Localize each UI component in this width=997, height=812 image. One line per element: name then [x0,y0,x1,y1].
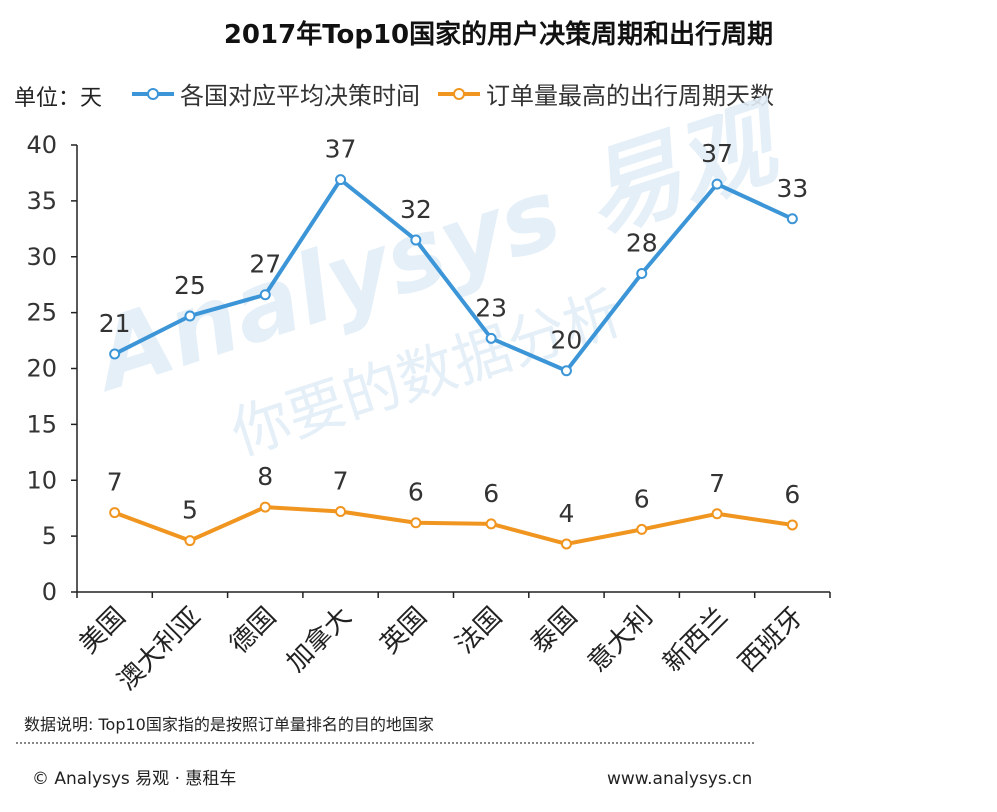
y-tick-label: 5 [42,522,57,550]
data-point [410,517,422,529]
series-layer: 21 25 27 37 32 23 20 28 37 33 7 5 8 7 6 6 4 6 7 6 [99,135,808,550]
data-note: 数据说明: Top10国家指的是按照订单量排名的目的地国家 [24,715,434,734]
legend-swatch-trip [438,87,480,100]
data-label: 27 [249,250,281,279]
data-point [636,523,648,535]
y-tick-label: 10 [26,466,57,494]
data-point [184,535,196,547]
data-point [786,213,798,225]
x-tick-label: 新西兰 [658,602,734,678]
legend-item-decision: 各国对应平均决策时间 [132,76,420,111]
legend-label-trip: 订单量最高的出行周期天数 [486,82,774,110]
unit-label: 单位：天 [14,86,103,111]
data-point [786,519,798,531]
legend: 各国对应平均决策时间 订单量最高的出行周期天数 [132,76,792,111]
copyright: © Analysys 易观 · 惠租车 [32,769,237,789]
y-tick-label: 25 [26,299,57,327]
data-label: 4 [558,499,574,528]
x-tick-label: 意大利 [582,602,658,678]
x-tick-label: 西班牙 [733,602,809,678]
data-point [335,174,347,186]
data-label: 6 [634,484,650,513]
data-point [485,332,497,344]
data-point [109,507,121,519]
data-point [410,234,422,246]
data-point [711,178,723,190]
data-label: 23 [475,293,507,322]
legend-swatch-decision [132,87,174,100]
data-point [109,348,121,360]
data-point [335,506,347,518]
footer-divider [16,742,754,744]
series-line-1 [113,505,793,546]
x-tick-label: 美国 [74,602,132,660]
data-label: 37 [325,135,357,164]
data-label: 7 [107,468,123,497]
website-link[interactable]: www.analysys.cn [607,769,753,789]
data-label: 25 [174,271,206,300]
data-point [560,538,572,550]
legend-item-trip: 订单量最高的出行周期天数 [438,76,774,111]
y-tick-label: 35 [26,187,57,215]
x-tick-label: 澳大利亚 [112,602,207,697]
data-label: 6 [784,480,800,509]
data-point [560,365,572,377]
data-label: 5 [182,496,198,525]
data-point [711,508,723,520]
legend-label-decision: 各国对应平均决策时间 [180,82,420,110]
data-point [259,501,271,513]
data-point [259,289,271,301]
series-line-0 [113,177,794,373]
data-point [636,268,648,280]
data-label: 21 [99,309,131,338]
data-label: 20 [551,326,583,355]
data-label: 33 [776,174,808,203]
x-tick-label: 加拿大 [281,602,357,678]
y-tick-label: 40 [26,131,57,159]
y-tick-label: 15 [26,410,57,438]
data-label: 6 [408,478,424,507]
data-point [184,310,196,322]
x-tick-label: 英国 [375,602,433,660]
data-label: 6 [483,479,499,508]
data-label: 28 [626,229,658,258]
data-label: 8 [257,462,273,491]
y-tick-label: 0 [42,578,57,606]
y-tick-label: 20 [26,355,57,383]
data-label: 37 [701,139,733,168]
data-label: 7 [709,469,725,498]
data-label: 32 [400,195,432,224]
chart-title: 2017年Top10国家的用户决策周期和出行周期 [223,20,774,50]
x-tick-label: 法国 [450,602,508,660]
data-point [485,518,497,530]
y-tick-label: 30 [26,243,57,271]
x-tick-label: 德国 [224,602,282,660]
x-tick-label: 泰国 [525,602,583,660]
data-label: 7 [333,467,349,496]
